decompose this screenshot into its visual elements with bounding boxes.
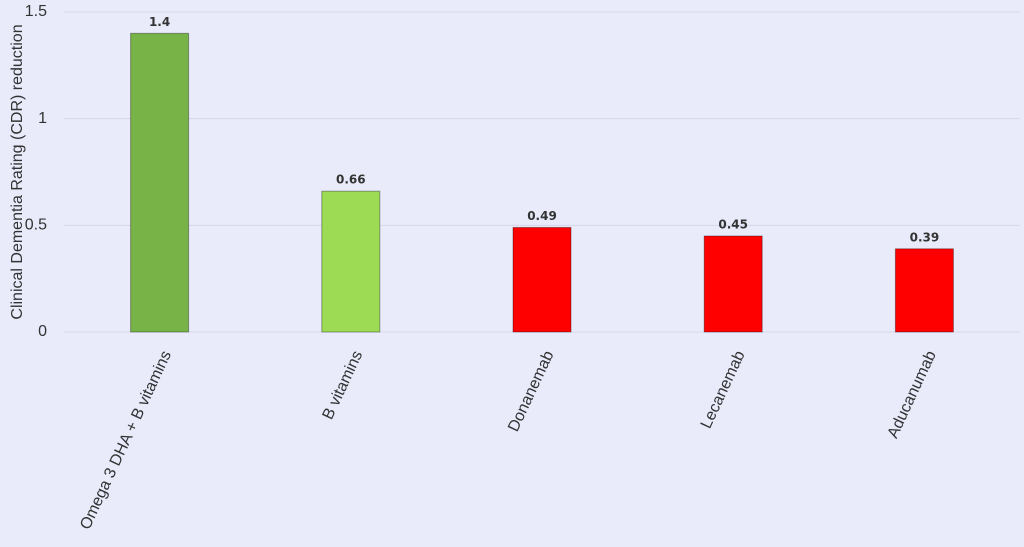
bar <box>130 32 190 333</box>
data-label: 0.66 <box>336 173 366 187</box>
y-tick-label: 1 <box>38 110 47 127</box>
data-label: 0.49 <box>527 209 557 223</box>
y-axis-label: Clinical Dementia Rating (CDR) reduction <box>9 24 26 319</box>
data-label: 1.4 <box>149 15 170 29</box>
y-tick-label: 0.5 <box>25 217 47 234</box>
data-label: 0.45 <box>718 218 748 232</box>
bar <box>512 226 572 333</box>
bar <box>703 235 763 333</box>
data-label: 0.39 <box>910 230 940 244</box>
bar <box>321 190 381 333</box>
y-tick-label: 1.5 <box>25 3 47 20</box>
bar <box>894 248 954 333</box>
y-tick-label: 0 <box>38 323 47 340</box>
